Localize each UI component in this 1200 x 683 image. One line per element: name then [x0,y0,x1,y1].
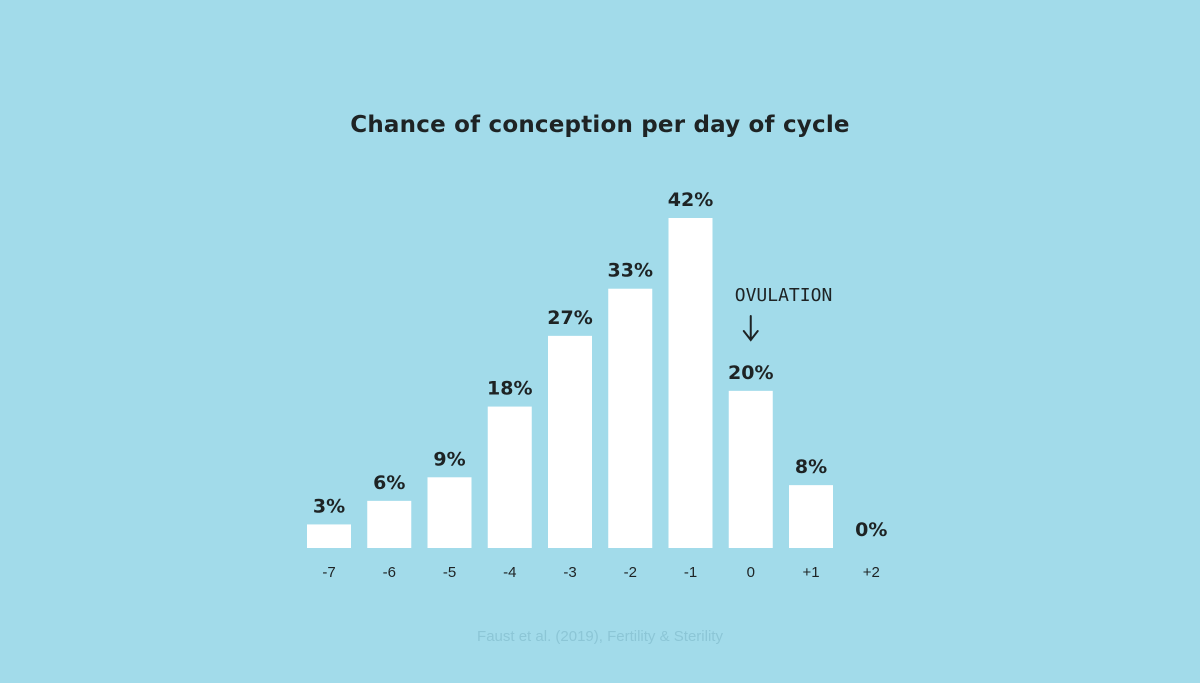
value-label: 27% [547,307,592,329]
chart-title: Chance of conception per day of cycle [350,112,850,138]
value-label: 9% [433,448,465,470]
bar [487,406,532,548]
value-label: 33% [608,260,653,282]
bar [789,485,833,548]
x-tick-label: -6 [383,564,396,581]
value-label: 0% [855,519,887,541]
bar [728,390,773,548]
x-tick-label: -1 [684,564,697,581]
value-label: 3% [313,495,345,517]
value-label: 18% [487,378,532,400]
x-tick-label: -7 [322,564,335,581]
x-tick-label: -2 [624,564,637,581]
source-citation: Faust et al. (2019), Fertility & Sterili… [477,628,723,645]
x-tick-label: 0 [747,564,755,581]
value-label: 42% [668,189,713,211]
x-tick-label: +2 [863,564,880,581]
value-label: 8% [795,456,827,478]
bar [427,477,472,548]
bar [307,524,351,548]
x-tick-label: -5 [443,564,456,581]
bar [608,288,653,548]
arrow-down-icon [742,315,759,342]
value-label: 20% [728,362,773,384]
x-tick-label: -3 [563,564,576,581]
bar [548,335,592,548]
bar [668,218,713,548]
x-tick-label: +1 [802,564,819,581]
bar [367,500,412,548]
value-label: 6% [373,472,405,494]
x-tick-label: -4 [503,564,516,581]
ovulation-annotation: OVULATION [735,285,833,306]
